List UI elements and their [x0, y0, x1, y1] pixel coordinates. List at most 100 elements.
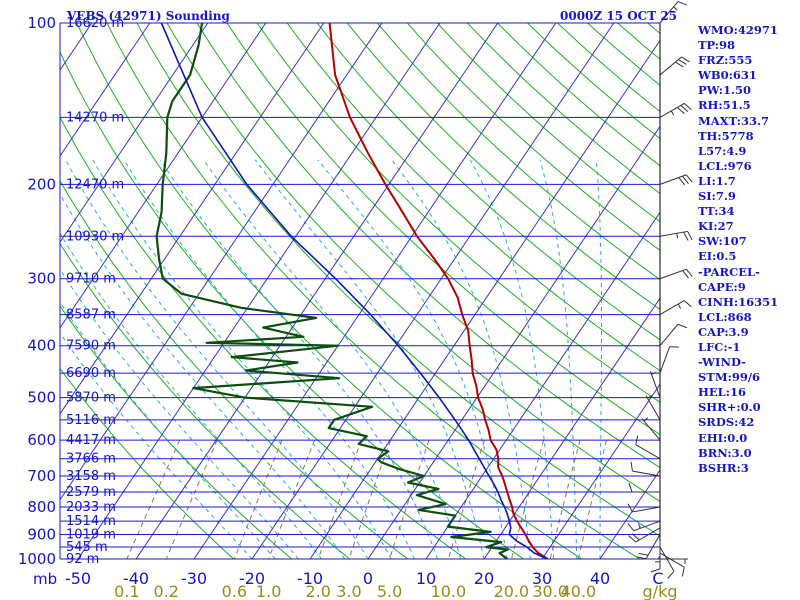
index-item: LCL:868	[698, 309, 752, 324]
temperature-trace	[328, 23, 549, 559]
wind-barb-feather	[685, 174, 693, 183]
temperature-tick-label: 10	[416, 569, 436, 588]
wind-barb-staff	[635, 444, 661, 460]
wind-barb-half-feather	[651, 371, 657, 375]
height-label: 1019 m	[66, 527, 116, 542]
temperature-tick-label: 40	[590, 569, 610, 588]
index-item: CAPE:9	[698, 279, 746, 294]
sounding-indices: WMO:42971 TP:98 FRZ:555 WB0:631 PW:1.50 RH:51…	[698, 23, 778, 476]
temperature-tick-label: C	[652, 569, 663, 588]
moist-adiabat	[60, 232, 322, 559]
wind-barb	[628, 527, 661, 543]
isotherm	[309, 39, 660, 559]
height-label: 2033 m	[66, 500, 116, 515]
isotherm	[60, 23, 383, 501]
moist-adiabat	[595, 159, 603, 559]
isotherm	[135, 23, 499, 559]
wind-barb-staff	[649, 371, 661, 398]
wind-barb-feather	[687, 231, 693, 241]
wind-barb-feather	[678, 177, 686, 186]
wind-barb-feather	[630, 461, 633, 472]
height-label: 12470 m	[66, 177, 124, 192]
temperature-tick-label: -30	[181, 569, 207, 588]
wind-barb-staff	[659, 56, 682, 76]
wind-barb	[630, 461, 661, 477]
index-item: EI:0.5	[698, 249, 737, 264]
height-label: 2579 m	[66, 485, 116, 500]
isotherm	[193, 23, 557, 559]
wind-barb-feather	[676, 107, 685, 115]
height-label: 8587 m	[66, 308, 116, 323]
wind-barb	[659, 102, 692, 118]
wind-barb-staff	[659, 346, 671, 374]
wind-barb-staff	[659, 174, 687, 185]
wind-barb-feather	[677, 323, 688, 329]
height-label: 545 m	[66, 540, 108, 555]
mixing-ratio-label: 30.0	[532, 582, 568, 600]
wind-barb-feather	[636, 556, 647, 560]
index-item: FRZ:555	[698, 53, 753, 68]
index-item: STM:99/6	[698, 370, 761, 385]
mixing-ratio-label: 20.0	[494, 582, 530, 600]
moist-adiabat	[60, 193, 346, 559]
mixing-ratio-line	[268, 439, 316, 559]
wind-barb-feather	[683, 300, 692, 308]
moist-adiabat	[159, 159, 439, 559]
wind-barb	[659, 552, 685, 577]
isotherm	[60, 23, 267, 329]
pressure-tick-label: 200	[27, 175, 56, 193]
index-item: LCL:976	[698, 158, 752, 173]
moist-adiabat	[254, 159, 485, 559]
wind-barb-feather	[627, 523, 635, 532]
pressure-tick-label: 900	[27, 525, 56, 543]
mixing-ratio-label: 40.0	[561, 582, 597, 600]
wind-barb-feather	[638, 552, 649, 556]
index-item: CINH:16351	[698, 294, 779, 309]
isotherm	[60, 23, 209, 243]
wind-barb-half-feather	[647, 395, 653, 399]
moist-adiabat	[469, 159, 555, 559]
pressure-tick-label: 400	[27, 337, 56, 355]
wind-barb-feather	[683, 103, 692, 111]
isotherm	[367, 125, 660, 559]
wind-barb-feather	[677, 1, 688, 6]
index-item: WMO:42971	[698, 23, 778, 37]
height-label: 92 m	[66, 552, 99, 567]
index-item: CAP:3.9	[698, 324, 749, 339]
wind-barb-feather	[685, 268, 693, 277]
wind-barb-staff	[659, 323, 679, 347]
height-label: 5116 m	[66, 413, 116, 428]
wind-barb-half-feather	[677, 303, 682, 309]
valid-time: 0000Z 15 OCT 25	[560, 9, 677, 23]
mixing-ratio-unit: g/kg	[643, 582, 678, 600]
isotherm	[60, 23, 151, 157]
height-label: 14270 m	[66, 110, 124, 125]
wind-barb-feather	[680, 105, 689, 113]
index-item: RH:51.5	[698, 98, 751, 113]
wind-barb-staff	[641, 418, 661, 441]
temperature-tick-label: 0	[363, 569, 373, 588]
wind-barb-half-feather	[670, 110, 675, 116]
temperature-tick-label: 20	[474, 569, 494, 588]
wind-barb	[645, 395, 661, 421]
index-item: L57:4.9	[698, 143, 747, 158]
wind-barbs	[627, 1, 693, 579]
wind-barb	[659, 56, 690, 76]
height-label: 10930 m	[66, 229, 124, 244]
pressure-tick-label: 300	[27, 270, 56, 288]
wind-barb	[628, 482, 660, 493]
wind-barb-feather	[683, 231, 689, 241]
height-label: 4417 m	[66, 433, 116, 448]
index-item: SI:7.9	[698, 189, 736, 204]
mixing-ratio-label: 3.0	[336, 582, 361, 600]
wind-barb-staff	[659, 546, 675, 572]
index-item: TP:98	[698, 38, 736, 53]
dewpoint-trace	[155, 23, 509, 559]
mixing-ratio-label: 2.0	[305, 582, 330, 600]
wind-barb	[659, 300, 692, 316]
wind-barb-feather	[682, 270, 689, 279]
wind-barb	[659, 323, 688, 347]
wind-barb-staff	[632, 470, 661, 477]
